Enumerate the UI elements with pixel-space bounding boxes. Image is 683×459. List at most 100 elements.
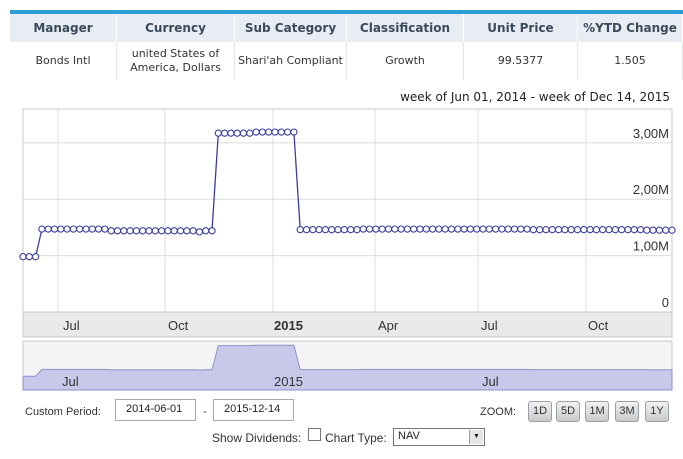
nav-chart: 0 1,00M 2,00M 3,00M Jul Oct 2015 Apr Jul Oct Jul… [19, 108, 676, 391]
data-point [246, 129, 254, 137]
data-point [624, 226, 632, 234]
header-manager: Manager [10, 14, 117, 42]
data-point [195, 228, 204, 236]
data-point [662, 226, 670, 234]
end-date-input[interactable]: 2015-12-14 [213, 399, 294, 421]
data-point [636, 226, 645, 234]
period-caption: week of Jun 01, 2014 - week of Dec 14, 2… [400, 90, 670, 104]
data-point [252, 128, 260, 136]
navigator-label: Jul [482, 374, 499, 389]
data-point [25, 253, 33, 261]
data-point [233, 129, 241, 137]
series-nav [19, 128, 676, 261]
data-point [561, 226, 569, 234]
chart-type-value: NAV [398, 430, 420, 442]
header-currency: Currency [117, 14, 235, 42]
zoom-5d-button[interactable]: 5D [556, 401, 580, 422]
data-point [643, 226, 651, 234]
chart-type-select[interactable]: NAV ▼ [393, 428, 485, 446]
navigator-label: 2015 [274, 374, 303, 389]
data-point [655, 226, 664, 234]
y-tick-label: 1,00M [633, 239, 669, 254]
navigator-label: Jul [62, 374, 79, 389]
data-point [19, 253, 27, 261]
data-point [227, 129, 235, 137]
zoom-1y-button[interactable]: 1Y [645, 401, 669, 422]
plot-background [22, 108, 673, 313]
fund-table-header-row: Manager Currency Sub Category Classifica… [10, 14, 683, 42]
data-point [599, 226, 607, 234]
x-tick-label: Apr [378, 318, 399, 333]
data-point [573, 226, 582, 234]
data-point [265, 128, 273, 136]
data-point [416, 225, 424, 233]
value-sub-category: Shari'ah Compliant [235, 42, 347, 80]
x-tick-label: 2015 [274, 318, 303, 333]
value-currency: united States of America, Dollars [117, 42, 235, 80]
data-point [44, 225, 52, 233]
header-unit-price: Unit Price [464, 14, 578, 42]
x-tick-label: Jul [481, 318, 498, 333]
data-point [447, 225, 456, 233]
data-point [271, 128, 279, 136]
data-point [132, 227, 141, 235]
data-point [277, 128, 285, 136]
y-axis: 0 1,00M 2,00M 3,00M [633, 126, 669, 310]
data-point [548, 226, 556, 234]
y-tick-label: 0 [662, 295, 669, 310]
navigator[interactable]: Jul 2015 Jul [22, 340, 673, 391]
data-point [189, 227, 197, 235]
data-point [208, 227, 216, 235]
data-point [473, 225, 481, 233]
data-point [50, 225, 59, 233]
value-classification: Growth [347, 42, 464, 80]
x-tick-label: Oct [168, 318, 189, 333]
chart-controls: Custom Period: 2014-06-01 - 2015-12-14 Z… [0, 399, 683, 459]
data-point [460, 225, 468, 233]
chevron-down-icon: ▼ [469, 430, 483, 444]
data-point [567, 226, 575, 234]
show-dividends-label: Show Dividends: [212, 431, 302, 445]
data-point [378, 225, 386, 233]
start-date-input[interactable]: 2014-06-01 [115, 399, 196, 421]
zoom-1d-button[interactable]: 1D [528, 401, 552, 422]
data-point [31, 253, 40, 261]
fund-info-table: Manager Currency Sub Category Classifica… [10, 10, 683, 84]
show-dividends-checkbox[interactable] [308, 428, 321, 441]
data-point [347, 226, 355, 234]
data-point [536, 226, 544, 234]
data-point [151, 227, 159, 235]
data-point [454, 225, 462, 233]
data-point [605, 226, 613, 234]
zoom-3m-button[interactable]: 3M [615, 401, 639, 422]
data-point [340, 226, 348, 234]
data-point [359, 225, 367, 233]
data-point [428, 225, 437, 233]
data-point [214, 129, 222, 137]
data-point [586, 226, 594, 234]
data-point [611, 226, 619, 234]
header-sub-category: Sub Category [235, 14, 347, 42]
data-point [353, 226, 361, 234]
data-point [113, 227, 122, 235]
data-point [510, 225, 519, 233]
data-point [410, 225, 418, 233]
data-point [441, 225, 449, 233]
data-point [120, 227, 128, 235]
navigator-area [22, 344, 673, 391]
data-point [466, 225, 475, 233]
data-point [220, 129, 229, 137]
data-point [183, 227, 191, 235]
data-point [170, 227, 178, 235]
data-point [542, 226, 550, 234]
zoom-1m-button[interactable]: 1M [585, 401, 609, 422]
data-point [384, 225, 393, 233]
data-point [554, 226, 563, 234]
data-point [38, 225, 46, 233]
data-point [479, 225, 487, 233]
data-point [321, 226, 330, 234]
x-axis: Jul Oct 2015 Apr Jul Oct [22, 311, 673, 338]
data-point [491, 225, 500, 233]
data-point [202, 227, 210, 235]
y-tick-label: 2,00M [633, 182, 669, 197]
